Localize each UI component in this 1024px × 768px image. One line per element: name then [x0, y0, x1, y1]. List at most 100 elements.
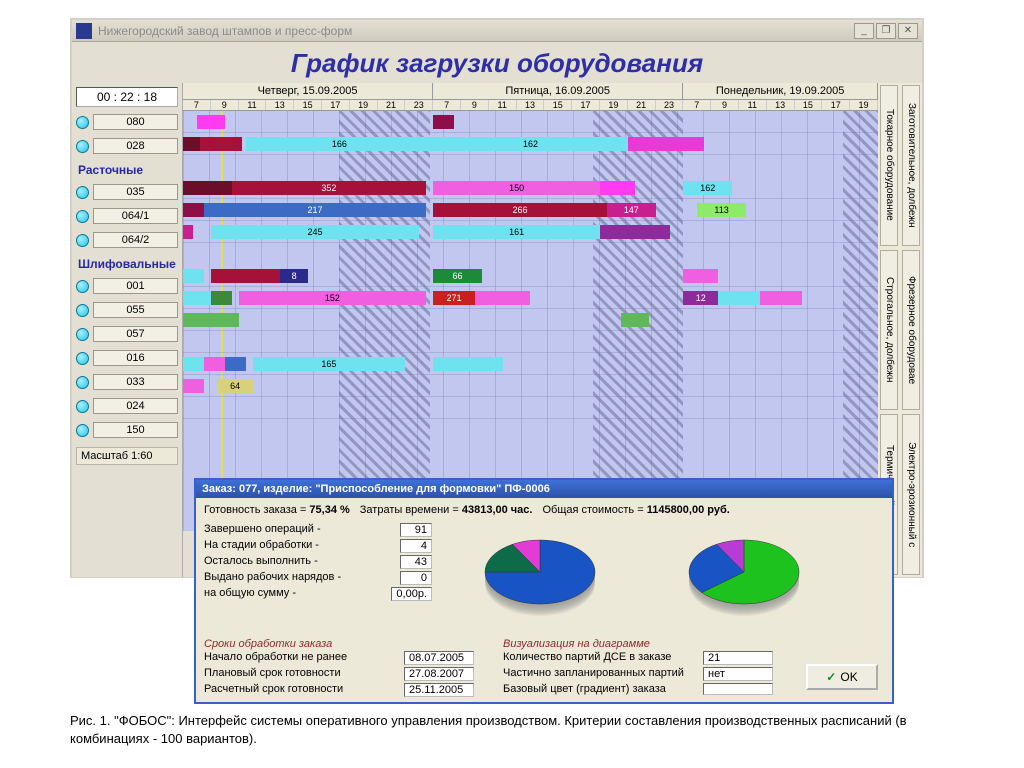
gantt-task-segment[interactable] — [183, 181, 232, 195]
gantt-task-segment[interactable] — [200, 137, 242, 151]
hour-cell: 13 — [266, 100, 294, 110]
gantt-task-segment[interactable]: 113 — [697, 203, 746, 217]
scale-label: Масштаб 1:60 — [76, 447, 178, 465]
gantt-task-segment[interactable]: 162 — [683, 181, 732, 195]
gantt-task-segment[interactable] — [211, 269, 281, 283]
gantt-task-segment[interactable] — [225, 357, 246, 371]
ok-button[interactable]: ✓ OK — [806, 664, 878, 690]
gantt-task-segment[interactable] — [211, 291, 232, 305]
stat-row: Выдано рабочих нарядов -0 — [200, 570, 436, 586]
stat-row: На стадии обработки -4 — [200, 538, 436, 554]
gantt-task-segment[interactable]: 12 — [683, 291, 718, 305]
dates-section-header: Сроки обработки заказа — [200, 636, 491, 650]
summary-stat: Готовность заказа = 75,34 % — [204, 504, 350, 516]
gantt-task-segment[interactable]: 162 — [433, 137, 628, 151]
date-header: Четверг, 15.09.2005Пятница, 16.09.2005По… — [183, 83, 878, 100]
hour-cell: 21 — [628, 100, 656, 110]
gantt-task-segment[interactable] — [183, 357, 204, 371]
timer-display: 00 : 22 : 18 — [76, 87, 178, 107]
machine-row[interactable]: 024 — [76, 395, 178, 417]
gantt-task-segment[interactable] — [197, 115, 225, 129]
machine-label: 055 — [93, 302, 178, 318]
gantt-task-segment[interactable]: 150 — [433, 181, 600, 195]
hour-cell: 15 — [795, 100, 823, 110]
hour-cell: 19 — [350, 100, 378, 110]
gantt-task-segment[interactable] — [718, 291, 760, 305]
gantt-task-segment[interactable]: 166 — [246, 137, 434, 151]
gantt-task-segment[interactable] — [183, 313, 239, 327]
hour-cell: 9 — [211, 100, 239, 110]
gantt-task-segment[interactable] — [183, 203, 204, 217]
machine-row[interactable]: 016 — [76, 347, 178, 369]
machine-row[interactable]: 150 — [76, 419, 178, 441]
window-buttons: _ ❐ ✕ — [854, 23, 918, 39]
machine-label: 033 — [93, 374, 178, 390]
table-row: Базовый цвет (градиент) заказа — [499, 682, 790, 696]
category-tab[interactable]: Электро-эрозионный с — [902, 414, 920, 575]
gantt-task-segment[interactable] — [600, 181, 635, 195]
gantt-task-segment[interactable]: 217 — [204, 203, 426, 217]
hour-header: 7911131517192123791113151719212379111315… — [183, 100, 878, 111]
gantt-task-segment[interactable]: 64 — [218, 379, 253, 393]
gantt-task-segment[interactable] — [628, 137, 704, 151]
machine-row[interactable]: 057 — [76, 323, 178, 345]
gantt-task-segment[interactable] — [183, 379, 204, 393]
machine-row[interactable]: 080 — [76, 111, 178, 133]
category-tab[interactable]: Строгальное, долбежн — [880, 250, 898, 411]
gantt-task-segment[interactable] — [433, 357, 503, 371]
machine-row[interactable]: 028 — [76, 135, 178, 157]
gantt-task-segment[interactable] — [183, 269, 204, 283]
gantt-task-segment[interactable] — [183, 291, 211, 305]
gantt-task-segment[interactable]: 245 — [211, 225, 420, 239]
stat-row: Завершено операций -91 — [200, 522, 436, 538]
gantt-task-segment[interactable]: 147 — [607, 203, 656, 217]
status-led-icon — [76, 400, 89, 413]
summary-stat: Затраты времени = 43813,00 час. — [360, 504, 533, 516]
stat-row: Осталось выполнить -43 — [200, 554, 436, 570]
machine-row[interactable]: 055 — [76, 299, 178, 321]
gantt-task-segment[interactable] — [621, 313, 649, 327]
category-tab[interactable]: Заготовительное, долбежн — [902, 85, 920, 246]
hour-cell: 19 — [600, 100, 628, 110]
category-tab[interactable]: Токарное оборудование — [880, 85, 898, 246]
hour-cell: 17 — [572, 100, 600, 110]
gantt-task-segment[interactable] — [683, 269, 718, 283]
gantt-task-segment[interactable] — [600, 225, 670, 239]
hour-cell: 9 — [461, 100, 489, 110]
status-led-icon — [76, 140, 89, 153]
gantt-task-segment[interactable] — [475, 291, 531, 305]
hour-cell: 11 — [239, 100, 267, 110]
hour-cell: 7 — [683, 100, 711, 110]
category-tab[interactable]: Фрезерное оборудовае — [902, 250, 920, 411]
gantt-task-segment[interactable]: 266 — [433, 203, 607, 217]
minimize-button[interactable]: _ — [854, 23, 874, 39]
hour-cell: 17 — [322, 100, 350, 110]
machine-row[interactable]: 064/2 — [76, 229, 178, 251]
close-button[interactable]: ✕ — [898, 23, 918, 39]
gantt-task-segment[interactable]: 165 — [253, 357, 406, 371]
summary-stat: Общая стоимость = 1145800,00 руб. — [542, 504, 729, 516]
gantt-task-segment[interactable]: 161 — [433, 225, 600, 239]
gantt-task-segment[interactable] — [433, 115, 454, 129]
window-title: Нижегородский завод штампов и пресс-форм — [98, 24, 854, 38]
viz-table: Количество партий ДСЕ в заказе21Частично… — [499, 650, 790, 696]
machine-row[interactable]: 001 — [76, 275, 178, 297]
gantt-task-segment[interactable]: 152 — [239, 291, 427, 305]
maximize-button[interactable]: ❐ — [876, 23, 896, 39]
hour-cell: 13 — [517, 100, 545, 110]
gantt-task-segment[interactable]: 8 — [280, 269, 308, 283]
gantt-task-segment[interactable] — [760, 291, 802, 305]
gantt-task-segment[interactable] — [183, 137, 200, 151]
gantt-task-segment[interactable] — [183, 225, 193, 239]
machine-label: 064/1 — [93, 208, 178, 224]
status-led-icon — [76, 304, 89, 317]
gantt-task-segment[interactable]: 271 — [433, 291, 475, 305]
machine-row[interactable]: 035 — [76, 181, 178, 203]
dialog-title: Заказ: 077, изделие: "Приспособление для… — [196, 480, 892, 498]
figure-caption: Рис. 1. "ФОБОС": Интерфейс системы опера… — [70, 712, 924, 748]
gantt-task-segment[interactable]: 352 — [232, 181, 427, 195]
gantt-task-segment[interactable]: 66 — [433, 269, 482, 283]
machine-row[interactable]: 033 — [76, 371, 178, 393]
machine-row[interactable]: 064/1 — [76, 205, 178, 227]
gantt-task-segment[interactable] — [204, 357, 225, 371]
